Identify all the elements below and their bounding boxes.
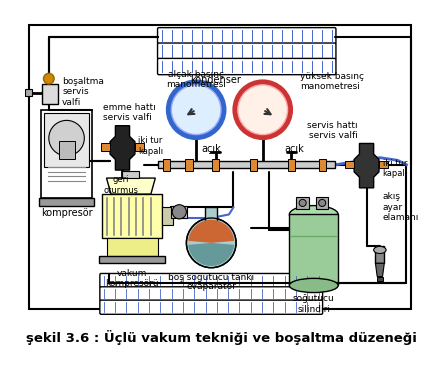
Circle shape xyxy=(49,120,84,156)
Bar xyxy=(135,144,144,151)
Circle shape xyxy=(172,205,187,219)
FancyBboxPatch shape xyxy=(157,59,336,75)
Ellipse shape xyxy=(290,278,338,292)
FancyBboxPatch shape xyxy=(157,43,336,59)
Circle shape xyxy=(43,73,54,84)
Bar xyxy=(163,159,171,171)
Text: kompresör: kompresör xyxy=(41,208,92,218)
Text: açık: açık xyxy=(284,144,304,154)
Bar xyxy=(29,25,411,310)
FancyBboxPatch shape xyxy=(100,273,323,288)
Bar xyxy=(319,159,326,171)
Circle shape xyxy=(299,200,306,207)
Text: alçak basınç
manometresi: alçak basınç manometresi xyxy=(166,70,226,89)
Bar xyxy=(107,238,158,256)
Text: iki tur
kapalı: iki tur kapalı xyxy=(138,137,164,156)
Bar xyxy=(375,245,384,263)
Ellipse shape xyxy=(373,247,386,254)
Text: yüksek basınç
manometresi: yüksek basınç manometresi xyxy=(300,72,364,91)
Circle shape xyxy=(238,85,288,135)
Bar xyxy=(25,89,32,96)
Bar xyxy=(379,161,388,168)
Bar xyxy=(290,214,338,285)
Bar xyxy=(41,110,92,198)
FancyBboxPatch shape xyxy=(100,300,323,314)
Polygon shape xyxy=(59,141,75,159)
Text: boşaltma
servis
valfi: boşaltma servis valfi xyxy=(62,77,104,107)
Bar xyxy=(377,277,382,281)
Text: vakum
kompresörü: vakum kompresörü xyxy=(106,269,159,288)
FancyBboxPatch shape xyxy=(157,28,336,44)
Bar xyxy=(288,159,295,171)
Text: geri
oturmuş: geri oturmuş xyxy=(103,175,138,195)
Wedge shape xyxy=(188,243,234,266)
Polygon shape xyxy=(375,263,384,277)
Text: soğutucu
silindiri: soğutucu silindiri xyxy=(293,294,335,314)
Bar xyxy=(316,197,328,209)
Circle shape xyxy=(167,81,225,139)
Bar xyxy=(44,113,89,166)
Bar xyxy=(39,198,94,206)
FancyBboxPatch shape xyxy=(100,287,323,301)
Polygon shape xyxy=(107,178,155,194)
Text: boş soğutucu tankı: boş soğutucu tankı xyxy=(168,273,254,282)
Text: servis hattı
servis valfi: servis hattı servis valfi xyxy=(307,120,358,140)
Bar xyxy=(122,171,139,178)
Ellipse shape xyxy=(290,206,338,223)
Bar xyxy=(171,206,187,218)
Text: açık: açık xyxy=(202,144,221,154)
Text: kondenser: kondenser xyxy=(190,75,241,85)
Bar xyxy=(186,159,193,171)
Polygon shape xyxy=(354,144,379,188)
Bar xyxy=(162,207,173,225)
Bar xyxy=(212,159,219,171)
Bar xyxy=(42,84,58,104)
Text: şekil 3.6 : Üçlü vakum tekniği ve boşaltma düzeneği: şekil 3.6 : Üçlü vakum tekniği ve boşalt… xyxy=(26,330,416,345)
Bar xyxy=(102,194,162,238)
Circle shape xyxy=(319,200,326,207)
Circle shape xyxy=(171,85,221,135)
Bar xyxy=(158,161,335,168)
Bar xyxy=(250,159,257,171)
Bar xyxy=(205,207,217,223)
Bar xyxy=(297,197,309,209)
Text: akış
ayar
elamanı: akış ayar elamanı xyxy=(382,192,419,222)
Bar xyxy=(101,144,110,151)
Text: iki tur
kapalı: iki tur kapalı xyxy=(382,159,408,178)
Polygon shape xyxy=(110,126,135,170)
Text: emme hattı
servis valfi: emme hattı servis valfi xyxy=(103,103,156,122)
Circle shape xyxy=(187,218,236,268)
Circle shape xyxy=(233,81,292,139)
Bar xyxy=(345,161,354,168)
Wedge shape xyxy=(188,220,234,243)
Bar xyxy=(99,256,165,263)
Text: evaparatör: evaparatör xyxy=(186,282,236,291)
